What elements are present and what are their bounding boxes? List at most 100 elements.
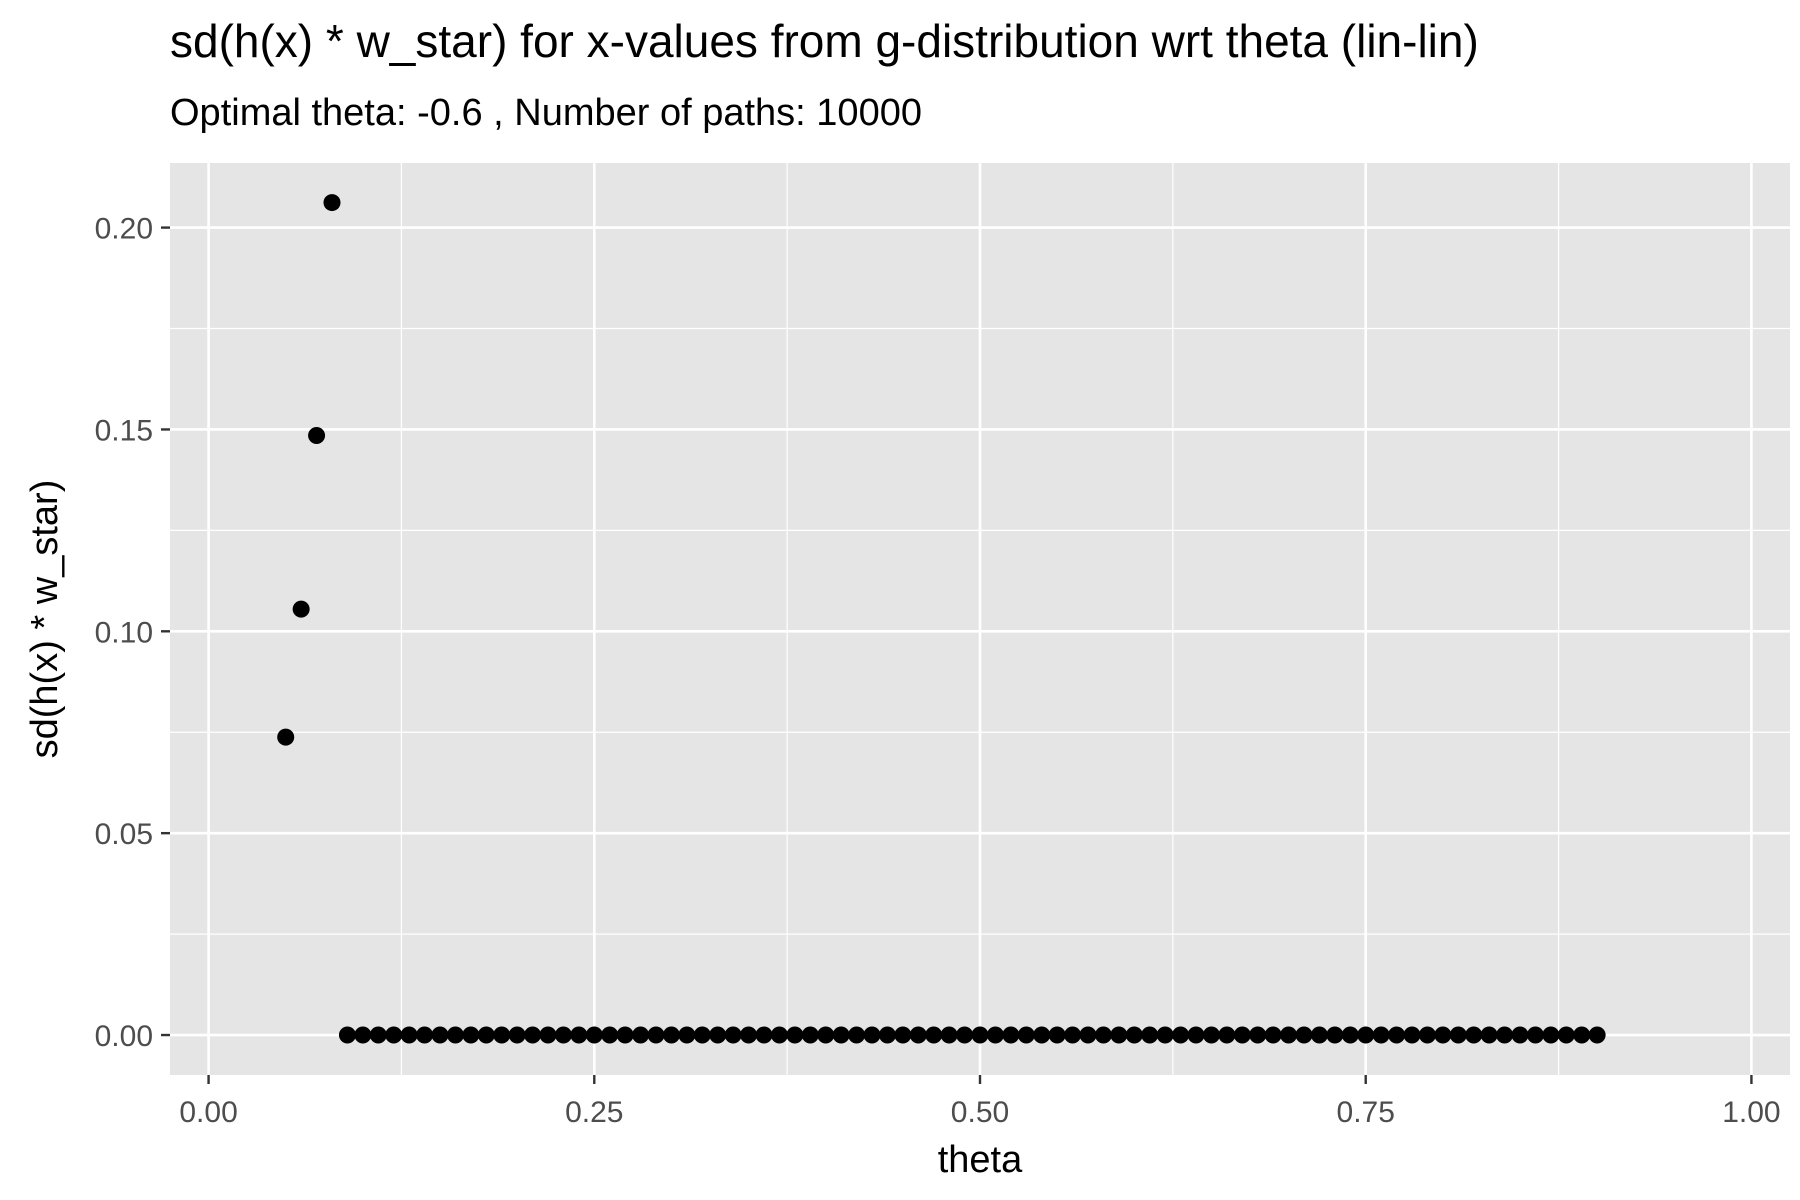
data-point — [601, 1026, 619, 1044]
data-point — [1526, 1026, 1544, 1044]
data-point — [431, 1026, 449, 1044]
data-point — [1449, 1026, 1467, 1044]
data-point — [971, 1026, 989, 1044]
data-point — [1357, 1026, 1375, 1044]
data-point — [878, 1026, 896, 1044]
data-point — [1465, 1026, 1483, 1044]
data-point — [1496, 1026, 1514, 1044]
data-point — [1310, 1026, 1328, 1044]
data-point — [786, 1026, 804, 1044]
data-point — [1064, 1026, 1082, 1044]
data-point — [446, 1026, 464, 1044]
data-point — [678, 1026, 696, 1044]
data-point — [369, 1026, 387, 1044]
data-point — [1125, 1026, 1143, 1044]
data-point — [801, 1026, 819, 1044]
data-point — [1017, 1026, 1035, 1044]
data-point — [554, 1026, 572, 1044]
chart-title: sd(h(x) * w_star) for x-values from g-di… — [170, 15, 1479, 67]
data-point — [662, 1026, 680, 1044]
data-point — [1557, 1026, 1575, 1044]
data-point — [1218, 1026, 1236, 1044]
data-point — [755, 1026, 773, 1044]
data-point — [1588, 1026, 1606, 1044]
data-point — [1249, 1026, 1267, 1044]
data-point — [632, 1026, 650, 1044]
data-point — [894, 1026, 912, 1044]
data-point — [585, 1026, 603, 1044]
data-point — [1280, 1026, 1298, 1044]
data-point — [508, 1026, 526, 1044]
data-point — [1434, 1026, 1452, 1044]
y-tick-label: 0.10 — [95, 616, 153, 649]
data-point — [416, 1026, 434, 1044]
data-point — [1264, 1026, 1282, 1044]
x-tick-label: 0.00 — [179, 1096, 237, 1129]
y-tick-label: 0.05 — [95, 818, 153, 851]
data-point — [1418, 1026, 1436, 1044]
data-point — [616, 1026, 634, 1044]
data-point — [1156, 1026, 1174, 1044]
data-point — [462, 1026, 480, 1044]
data-point — [1295, 1026, 1313, 1044]
x-tick-label: 0.25 — [565, 1096, 623, 1129]
data-point — [1372, 1026, 1390, 1044]
x-tick-label: 0.50 — [951, 1096, 1009, 1129]
data-point — [1048, 1026, 1066, 1044]
data-points — [277, 194, 1606, 1044]
y-tick-label: 0.20 — [95, 213, 153, 246]
y-axis-title: sd(h(x) * w_star) — [24, 480, 66, 759]
data-point — [323, 194, 341, 212]
data-point — [524, 1026, 542, 1044]
data-point — [1542, 1026, 1560, 1044]
data-point — [740, 1026, 758, 1044]
data-point — [863, 1026, 881, 1044]
data-point — [1141, 1026, 1159, 1044]
data-point — [308, 427, 326, 445]
data-point — [400, 1026, 418, 1044]
data-point — [940, 1026, 958, 1044]
data-point — [986, 1026, 1004, 1044]
x-axis-title: theta — [938, 1139, 1023, 1181]
y-axis: 0.00 0.05 0.10 0.15 0.20 — [95, 213, 170, 1053]
data-point — [1341, 1026, 1359, 1044]
y-tick-label: 0.00 — [95, 1020, 153, 1053]
data-point — [1002, 1026, 1020, 1044]
data-point — [338, 1026, 356, 1044]
data-point — [539, 1026, 557, 1044]
data-point — [1202, 1026, 1220, 1044]
data-point — [817, 1026, 835, 1044]
x-tick-label: 1.00 — [1722, 1096, 1780, 1129]
data-point — [1233, 1026, 1251, 1044]
data-point — [277, 728, 295, 746]
data-point — [848, 1026, 866, 1044]
data-point — [385, 1026, 403, 1044]
data-point — [354, 1026, 372, 1044]
data-point — [1326, 1026, 1344, 1044]
data-point — [1172, 1026, 1190, 1044]
chart-subtitle: Optimal theta: -0.6 , Number of paths: 1… — [170, 92, 922, 134]
data-point — [1094, 1026, 1112, 1044]
data-point — [1079, 1026, 1097, 1044]
data-point — [724, 1026, 742, 1044]
data-point — [493, 1026, 511, 1044]
data-point — [1403, 1026, 1421, 1044]
data-point — [1388, 1026, 1406, 1044]
data-point — [709, 1026, 727, 1044]
x-tick-label: 0.75 — [1337, 1096, 1395, 1129]
data-point — [909, 1026, 927, 1044]
x-axis: 0.00 0.25 0.50 0.75 1.00 — [179, 1075, 1781, 1129]
y-tick-label: 0.15 — [95, 414, 153, 447]
data-point — [1033, 1026, 1051, 1044]
data-point — [1187, 1026, 1205, 1044]
data-point — [477, 1026, 495, 1044]
data-point — [956, 1026, 974, 1044]
data-point — [570, 1026, 588, 1044]
data-point — [693, 1026, 711, 1044]
data-point — [832, 1026, 850, 1044]
data-point — [925, 1026, 943, 1044]
data-point — [1110, 1026, 1128, 1044]
data-point — [1511, 1026, 1529, 1044]
data-point — [292, 600, 310, 618]
